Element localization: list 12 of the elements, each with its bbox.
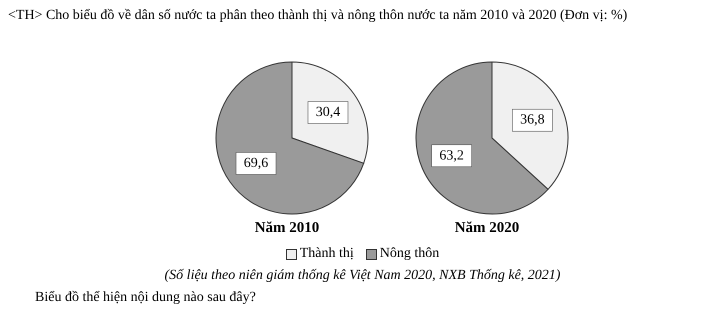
text: Biểu đồ thể hiện nội dung nào sau đây? <box>35 290 256 306</box>
legend-label: Thành thị <box>298 246 354 262</box>
text: Năm 2010 <box>254 220 320 237</box>
legend-label: Nông thôn <box>378 246 440 262</box>
pie-slice <box>216 62 364 214</box>
text: (Số liệu theo niên giám thống kê Việt Nam 2020, NXB Thống kê, 2021) <box>164 268 562 284</box>
data-label: 36,8 <box>520 112 545 128</box>
text: Năm 2020 <box>454 220 520 237</box>
data-label: 30,4 <box>316 105 340 120</box>
data-label: 63,2 <box>439 148 464 164</box>
data-label: 69,6 <box>244 156 268 171</box>
text: <TH> Cho biểu đồ về dân số nước ta phân theo thành thị và nông thôn nước ta năm 2010 và 2020 (Đơn vị: %) <box>8 8 628 24</box>
